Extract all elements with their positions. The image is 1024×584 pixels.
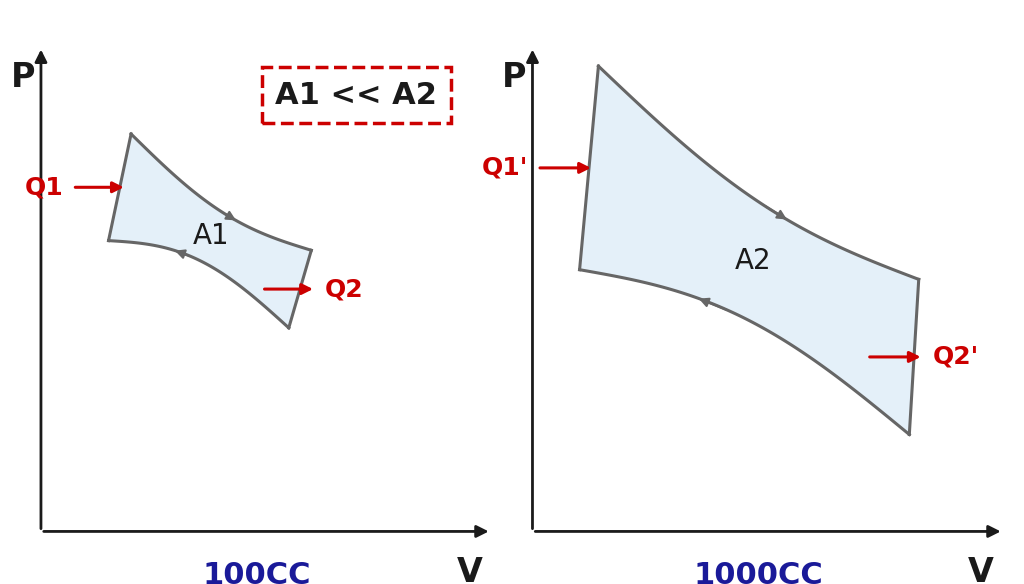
Text: Q1': Q1'	[481, 156, 527, 180]
Text: Q1: Q1	[25, 175, 63, 199]
Text: Q2: Q2	[325, 277, 364, 301]
Text: P: P	[502, 61, 526, 94]
Polygon shape	[580, 66, 919, 434]
Text: V: V	[969, 556, 994, 584]
Text: A1: A1	[193, 223, 229, 251]
Text: 100CC: 100CC	[203, 561, 311, 584]
Text: 1000CC: 1000CC	[693, 561, 823, 584]
Text: Q2': Q2'	[933, 345, 979, 369]
Text: P: P	[10, 61, 35, 94]
Polygon shape	[109, 134, 311, 328]
Text: A1 << A2: A1 << A2	[275, 81, 437, 110]
Text: A2: A2	[735, 247, 771, 275]
Text: V: V	[457, 556, 482, 584]
